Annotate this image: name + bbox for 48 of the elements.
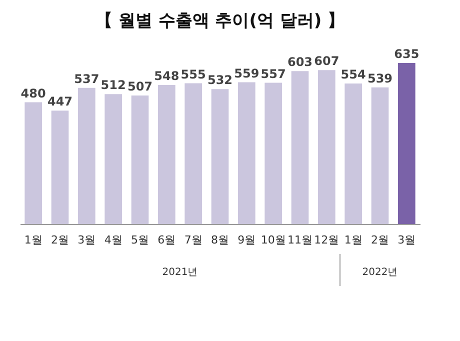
- bar: [104, 94, 122, 224]
- data-label: 554: [340, 68, 366, 82]
- data-label: 607: [314, 54, 340, 68]
- bar: [158, 85, 176, 224]
- bar: [264, 82, 282, 224]
- data-label: 635: [394, 46, 420, 61]
- x-tick-label: 2월: [371, 234, 389, 246]
- x-tick-label: 3월: [398, 234, 416, 246]
- bar: [211, 89, 229, 224]
- bar: [131, 95, 149, 224]
- bar: [51, 110, 69, 224]
- bar: [291, 71, 309, 224]
- x-tick-label: 9월: [238, 234, 256, 246]
- data-label: 512: [100, 78, 126, 92]
- bar: [238, 82, 256, 224]
- data-label: 537: [74, 72, 100, 86]
- x-tick-label: 10월: [260, 234, 286, 246]
- x-tick-label: 2월: [51, 234, 69, 246]
- bar: [318, 70, 336, 224]
- data-label: 480: [20, 86, 46, 100]
- data-label: 548: [154, 69, 180, 84]
- text: 2022년: [362, 267, 398, 278]
- data-label: 603: [287, 55, 313, 70]
- text: 2021년: [162, 267, 198, 278]
- x-tick-label: 11월: [288, 234, 312, 246]
- x-tick-label: 1월: [344, 234, 362, 246]
- bar: [344, 84, 362, 224]
- x-tick-label: 3월: [78, 234, 96, 246]
- x-tick-label: 6월: [158, 234, 176, 246]
- data-label: 539: [367, 71, 393, 86]
- x-tick-label: 1월: [24, 234, 42, 246]
- x-tick-label: 8월: [211, 234, 229, 246]
- x-tick-label: 12월: [314, 234, 340, 246]
- data-label: 507: [127, 79, 153, 94]
- bar: [398, 62, 416, 224]
- data-label: 447: [47, 94, 73, 109]
- data-label: 532: [207, 73, 233, 88]
- bar: [371, 87, 389, 224]
- x-tick-label: 5월: [131, 234, 149, 246]
- data-label: 559: [234, 66, 260, 80]
- data-label: 555: [180, 67, 206, 82]
- bar: [24, 102, 42, 224]
- x-tick-label: 7월: [184, 234, 202, 246]
- data-label: 557: [260, 66, 286, 81]
- bar: [78, 88, 96, 224]
- x-tick-label: 4월: [104, 234, 122, 246]
- chart-title: 【 월별 수출액 추이(억 달러) 】: [95, 11, 345, 31]
- bar: [184, 83, 202, 224]
